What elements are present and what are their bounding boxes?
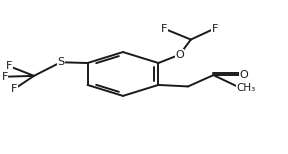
- Text: S: S: [57, 57, 64, 67]
- Text: CH₃: CH₃: [236, 83, 255, 93]
- Text: O: O: [175, 50, 184, 60]
- Text: F: F: [212, 24, 218, 34]
- Text: F: F: [11, 84, 17, 94]
- Text: F: F: [1, 72, 8, 82]
- Text: F: F: [161, 24, 167, 34]
- Text: F: F: [6, 61, 13, 71]
- Text: O: O: [240, 70, 248, 80]
